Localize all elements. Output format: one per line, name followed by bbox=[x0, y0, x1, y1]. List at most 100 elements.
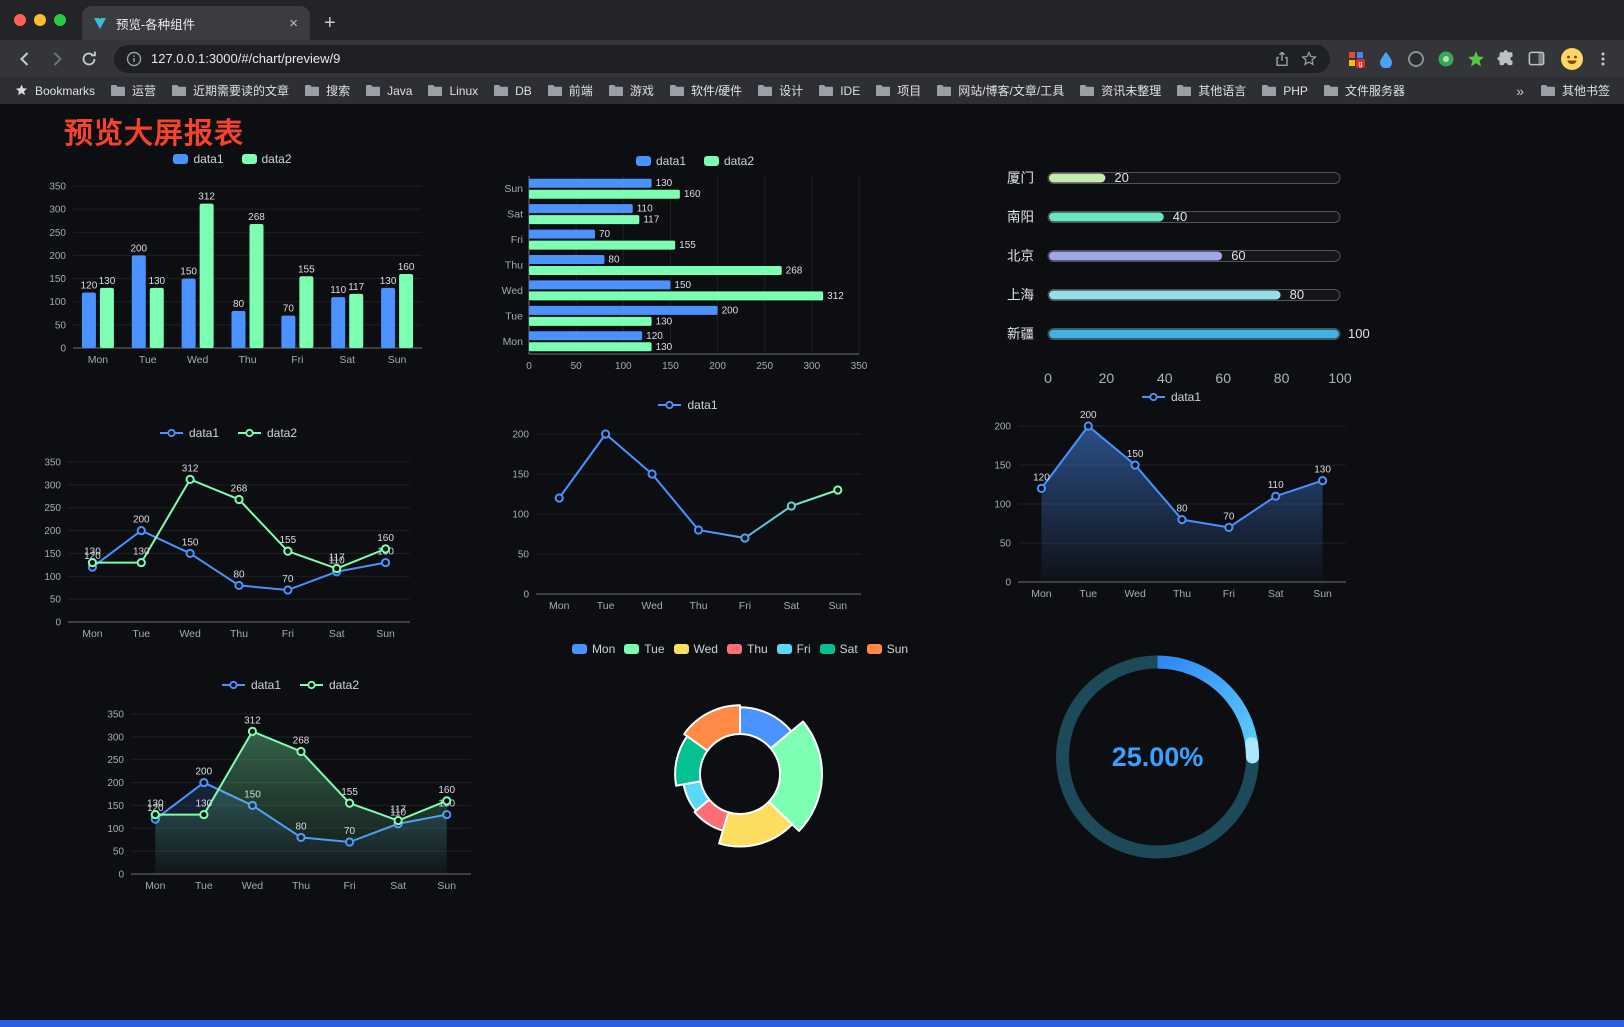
extensions-area: g bbox=[1340, 49, 1552, 69]
svg-text:350: 350 bbox=[44, 458, 61, 469]
close-window-button[interactable] bbox=[14, 14, 26, 26]
bookmark-folder[interactable]: 项目 bbox=[875, 82, 921, 99]
svg-text:Tue: Tue bbox=[597, 600, 615, 612]
bookmarks-manager-item[interactable]: Bookmarks bbox=[14, 83, 95, 98]
extension-star-icon[interactable] bbox=[1466, 49, 1486, 69]
legend-item-Fri[interactable]: Fri bbox=[776, 642, 811, 656]
legend-item-data2[interactable]: data2 bbox=[241, 152, 292, 166]
dual-line-area-chart: data1 data2 0 50 100 150 200 250 300 350 Mon Tue Wed… bbox=[95, 674, 485, 894]
legend-rect-marker bbox=[704, 156, 719, 166]
svg-text:80: 80 bbox=[233, 569, 245, 580]
bookmark-folder[interactable]: 运营 bbox=[110, 82, 156, 99]
folder-icon bbox=[608, 85, 623, 96]
bookmark-folder[interactable]: IDE bbox=[818, 84, 860, 98]
svg-text:130: 130 bbox=[1314, 465, 1331, 476]
legend-label: data1 bbox=[188, 426, 219, 440]
folder-icon bbox=[1540, 85, 1555, 96]
browser-tab[interactable]: 预览-各种组件 × bbox=[82, 6, 310, 40]
svg-text:Thu: Thu bbox=[238, 354, 256, 366]
bookmark-folder[interactable]: 软件/硬件 bbox=[669, 82, 742, 99]
svg-text:117: 117 bbox=[390, 805, 406, 816]
svg-text:130: 130 bbox=[380, 276, 397, 287]
svg-text:Fri: Fri bbox=[739, 600, 751, 612]
legend-item-data2[interactable]: data2 bbox=[704, 154, 754, 168]
legend-item-data1[interactable]: data1 bbox=[1141, 390, 1201, 404]
zoom-window-button[interactable] bbox=[54, 14, 66, 26]
bookmark-star-icon[interactable] bbox=[1300, 50, 1318, 68]
bookmark-folder[interactable]: 搜索 bbox=[304, 82, 350, 99]
extension-drop-icon[interactable] bbox=[1376, 49, 1396, 69]
extension-pixel-icon[interactable]: g bbox=[1346, 49, 1366, 69]
address-bar[interactable]: 127.0.0.1:3000/#/chart/preview/9 bbox=[114, 44, 1330, 73]
svg-text:130: 130 bbox=[656, 316, 673, 327]
bookmark-folder[interactable]: 前端 bbox=[547, 82, 593, 99]
bookmark-folder[interactable]: 设计 bbox=[757, 82, 803, 99]
folder-icon bbox=[1177, 85, 1192, 96]
bookmarks-overflow-icon[interactable]: » bbox=[1516, 82, 1524, 99]
share-icon[interactable] bbox=[1273, 50, 1291, 68]
svg-text:0: 0 bbox=[526, 361, 532, 372]
site-info-icon[interactable] bbox=[126, 51, 142, 67]
legend-label: data2 bbox=[267, 426, 298, 440]
forward-icon[interactable] bbox=[42, 44, 72, 74]
bookmark-folder[interactable]: 其他语言 bbox=[1176, 82, 1246, 99]
profile-avatar[interactable] bbox=[1560, 47, 1584, 71]
svg-text:150: 150 bbox=[44, 549, 61, 560]
svg-text:Mon: Mon bbox=[88, 354, 109, 366]
back-icon[interactable] bbox=[10, 44, 40, 74]
chart-legend: data1 data2 bbox=[495, 150, 895, 172]
bookmark-folder[interactable]: Linux bbox=[427, 84, 478, 98]
extension-green-icon[interactable] bbox=[1436, 49, 1456, 69]
bookmark-folder[interactable]: 文件服务器 bbox=[1323, 82, 1405, 99]
side-panel-icon[interactable] bbox=[1526, 49, 1546, 69]
svg-text:160: 160 bbox=[438, 785, 455, 796]
legend-item-Thu[interactable]: Thu bbox=[726, 642, 768, 656]
legend-item-data1[interactable]: data1 bbox=[173, 152, 224, 166]
chart-legend: data1 data2 bbox=[32, 422, 424, 444]
new-tab-button[interactable]: + bbox=[324, 11, 336, 34]
svg-text:厦门: 厦门 bbox=[1007, 171, 1034, 186]
bookmark-folder-label: 软件/硬件 bbox=[690, 84, 743, 98]
svg-text:100: 100 bbox=[994, 500, 1011, 511]
bookmark-folder[interactable]: 网站/博客/文章/工具 bbox=[936, 82, 1064, 99]
legend-item-data1[interactable]: data1 bbox=[657, 398, 718, 412]
legend-item-data1[interactable]: data1 bbox=[635, 154, 686, 168]
bookmark-folder[interactable]: Java bbox=[365, 84, 412, 98]
svg-text:130: 130 bbox=[196, 799, 213, 810]
bookmark-folder[interactable]: 资讯未整理 bbox=[1079, 82, 1161, 99]
svg-text:117: 117 bbox=[329, 553, 345, 564]
reload-icon[interactable] bbox=[74, 44, 104, 74]
legend-item-Sun[interactable]: Sun bbox=[866, 642, 908, 656]
legend-item-Tue[interactable]: Tue bbox=[624, 642, 665, 656]
legend-item-Sat[interactable]: Sat bbox=[819, 642, 858, 656]
legend-item-data1[interactable]: data1 bbox=[221, 678, 281, 692]
bookmark-folder[interactable]: DB bbox=[493, 84, 532, 98]
bookmark-folder[interactable]: 近期需要读的文章 bbox=[171, 82, 289, 99]
svg-text:200: 200 bbox=[709, 361, 726, 372]
svg-text:Sun: Sun bbox=[437, 880, 456, 892]
legend-label: Sat bbox=[839, 642, 858, 656]
svg-text:Mon: Mon bbox=[503, 336, 524, 348]
svg-text:0: 0 bbox=[60, 344, 66, 355]
bookmark-folder[interactable]: PHP bbox=[1261, 84, 1308, 98]
svg-text:312: 312 bbox=[182, 463, 199, 474]
minimize-window-button[interactable] bbox=[34, 14, 46, 26]
other-bookmarks-item[interactable]: 其他书签 bbox=[1540, 82, 1610, 99]
svg-text:268: 268 bbox=[786, 266, 803, 277]
svg-text:70: 70 bbox=[1223, 511, 1235, 522]
bookmark-folder-label: 文件服务器 bbox=[1344, 84, 1405, 98]
legend-label: data1 bbox=[250, 678, 281, 692]
legend-item-data2[interactable]: data2 bbox=[237, 426, 297, 440]
legend-item-data2[interactable]: data2 bbox=[299, 678, 359, 692]
chart-legend: data1 data2 bbox=[95, 674, 485, 696]
tab-close-icon[interactable]: × bbox=[289, 14, 298, 32]
bookmark-folder-label: 游戏 bbox=[629, 84, 654, 98]
extension-ring-icon[interactable] bbox=[1406, 49, 1426, 69]
svg-text:350: 350 bbox=[851, 361, 868, 372]
extensions-puzzle-icon[interactable] bbox=[1496, 49, 1516, 69]
legend-item-data1[interactable]: data1 bbox=[159, 426, 219, 440]
legend-item-Mon[interactable]: Mon bbox=[571, 642, 615, 656]
bookmark-folder[interactable]: 游戏 bbox=[608, 82, 654, 99]
kebab-menu-icon[interactable] bbox=[1592, 50, 1614, 68]
legend-item-Wed[interactable]: Wed bbox=[673, 642, 718, 656]
